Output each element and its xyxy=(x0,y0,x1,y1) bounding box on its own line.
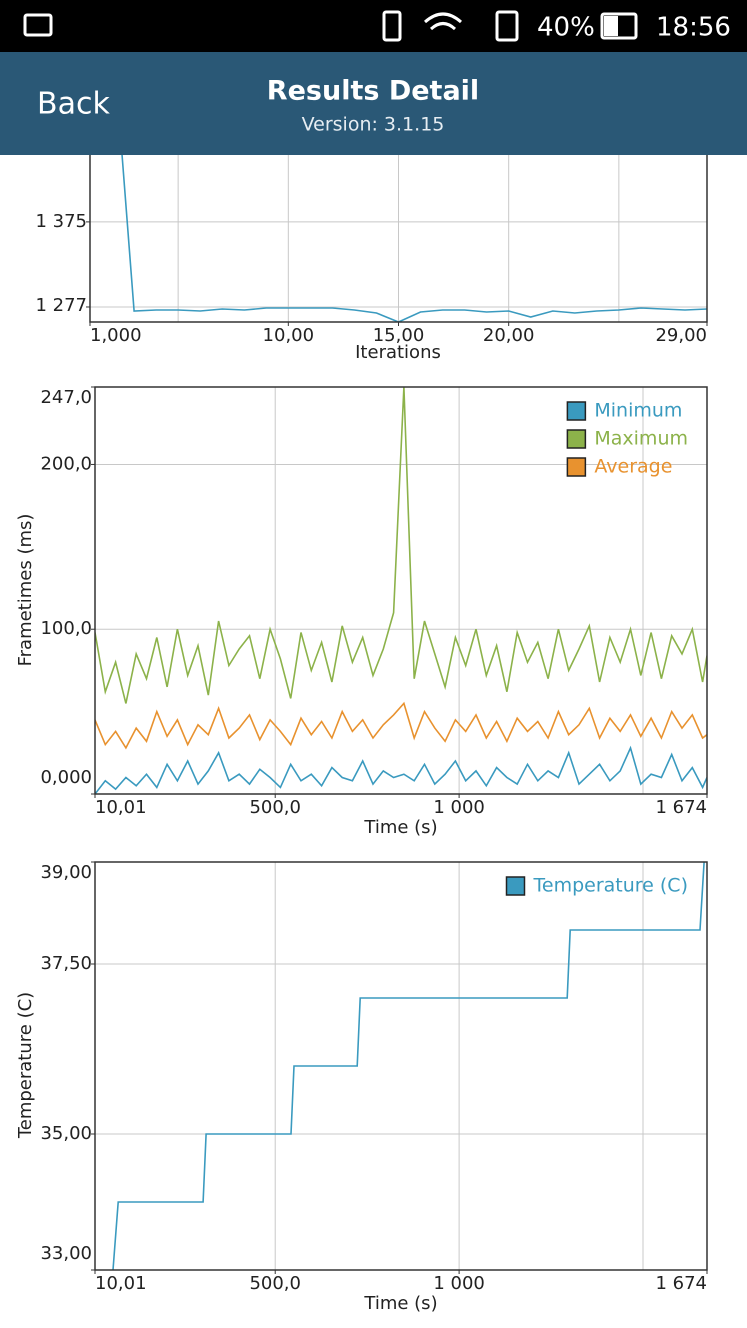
gallery-icon xyxy=(23,13,53,37)
plot xyxy=(95,387,707,794)
legend-swatch xyxy=(505,876,526,896)
plot-frame xyxy=(94,861,708,1271)
vibrate-icon xyxy=(382,10,402,42)
x-tick-label: 1 674 xyxy=(655,797,707,818)
y-tick-label: 33,00 xyxy=(40,1243,92,1264)
x-tick-label: 1 674 xyxy=(655,1273,707,1294)
chart: 0,000 100,0 200,0 247,0 10,01 500,0 1 000 1 674… xyxy=(15,386,708,838)
plot-frame xyxy=(94,386,708,795)
y-tick-label: 100,0 xyxy=(40,618,92,639)
chart: 1 277 1 375 1,000 10,00 15,00 20,00 29,00 Itera… xyxy=(35,149,708,363)
battery-level xyxy=(604,16,618,36)
header-title: Results Detail xyxy=(267,76,479,107)
series-line xyxy=(95,701,707,750)
legend-label: Maximum xyxy=(594,428,688,450)
wifi-icon xyxy=(424,12,462,31)
series-line xyxy=(112,862,705,1270)
header-subtitle: Version: 3.1.15 xyxy=(302,114,445,136)
sd-icon xyxy=(495,10,519,42)
y-tick-label: 0,000 xyxy=(40,767,92,788)
x-tick-label: 10,01 xyxy=(95,797,147,818)
y-tick-label: 37,50 xyxy=(40,953,92,974)
y-tick-label: 35,00 xyxy=(40,1123,92,1144)
x-tick-label: 29,00 xyxy=(655,325,707,346)
charts: 1 277 1 375 1,000 10,00 15,00 20,00 29,00 Itera… xyxy=(15,149,708,1314)
clock: 18:56 xyxy=(656,13,731,43)
back-button[interactable]: Back xyxy=(37,87,110,122)
status-icons xyxy=(23,10,638,42)
x-axis-title: Time (s) xyxy=(363,817,437,838)
y-tick-label: 247,0 xyxy=(40,387,92,408)
y-tick-label: 1 375 xyxy=(35,211,87,232)
x-tick-label: 500,0 xyxy=(249,797,301,818)
x-axis-title: Iterations xyxy=(355,342,441,363)
plot xyxy=(112,862,705,1270)
x-tick-label: 10,00 xyxy=(263,325,315,346)
y-axis-title: Temperature (C) xyxy=(15,992,36,1139)
status-bar xyxy=(0,0,747,52)
legend-label: Average xyxy=(594,456,672,478)
legend-swatch xyxy=(566,429,587,449)
x-tick-label: 10,01 xyxy=(95,1273,147,1294)
x-tick-label: 1 000 xyxy=(433,1273,485,1294)
battery-text: 40% xyxy=(537,13,595,43)
series-line xyxy=(120,150,707,322)
x-tick-label: 20,00 xyxy=(483,325,535,346)
x-tick-label: 1 000 xyxy=(433,797,485,818)
app-header xyxy=(0,52,747,155)
legend-swatch xyxy=(566,457,587,477)
legend-label: Temperature (C) xyxy=(533,875,689,897)
y-tick-label: 1 277 xyxy=(35,295,87,316)
x-tick-label: 500,0 xyxy=(249,1273,301,1294)
x-tick-label: 15,00 xyxy=(373,325,425,346)
series-line xyxy=(95,745,707,794)
series-line xyxy=(95,387,707,704)
legend-swatch xyxy=(566,401,587,421)
x-axis-title: Time (s) xyxy=(363,1293,437,1314)
plot xyxy=(120,150,707,322)
y-tick-label: 39,00 xyxy=(40,862,92,883)
chart: 33,00 35,00 37,50 39,00 10,01 500,0 1 000 1 674… xyxy=(15,861,708,1314)
battery-icon xyxy=(600,12,638,40)
x-tick-label: 1,000 xyxy=(90,325,142,346)
y-tick-label: 200,0 xyxy=(40,453,92,474)
y-axis-title: Frametimes (ms) xyxy=(15,514,36,667)
legend-label: Minimum xyxy=(594,400,682,422)
